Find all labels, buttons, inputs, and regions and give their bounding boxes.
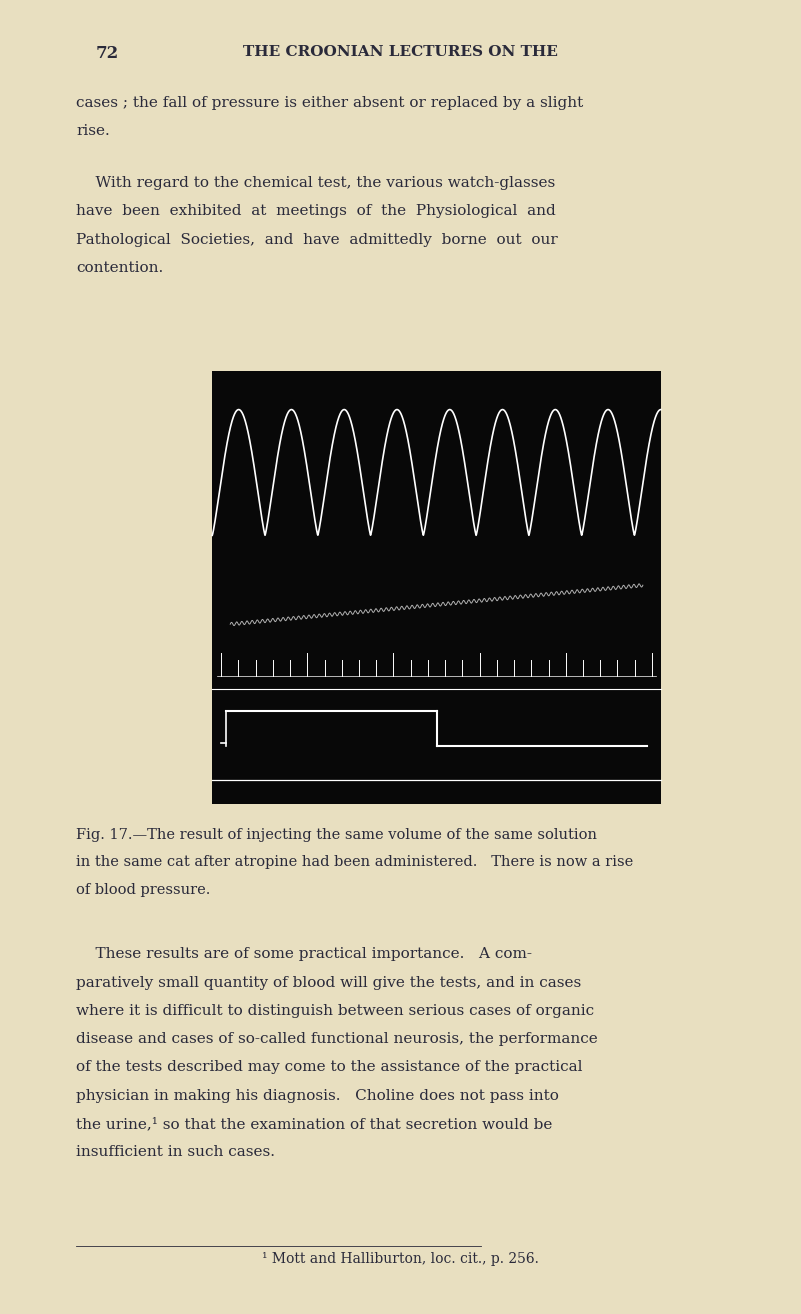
Text: Fig. 17.—The result of injecting the same volume of the same solution: Fig. 17.—The result of injecting the sam… <box>76 828 597 842</box>
Text: physician in making his diagnosis.   Choline does not pass into: physician in making his diagnosis. Choli… <box>76 1088 559 1102</box>
Text: have  been  exhibited  at  meetings  of  the  Physiological  and: have been exhibited at meetings of the P… <box>76 205 556 218</box>
Text: These results are of some practical importance.   A com-: These results are of some practical impo… <box>76 947 532 962</box>
Text: Pathological  Societies,  and  have  admittedly  borne  out  our: Pathological Societies, and have admitte… <box>76 233 557 247</box>
Text: With regard to the chemical test, the various watch-glasses: With regard to the chemical test, the va… <box>76 176 555 191</box>
Text: contention.: contention. <box>76 260 163 275</box>
Text: paratively small quantity of blood will give the tests, and in cases: paratively small quantity of blood will … <box>76 975 582 989</box>
Text: insufficient in such cases.: insufficient in such cases. <box>76 1146 275 1159</box>
Text: in the same cat after atropine had been administered.   There is now a rise: in the same cat after atropine had been … <box>76 855 634 870</box>
Text: of blood pressure.: of blood pressure. <box>76 883 211 897</box>
Bar <box>212 371 661 804</box>
Text: rise.: rise. <box>76 125 110 138</box>
Text: THE CROONIAN LECTURES ON THE: THE CROONIAN LECTURES ON THE <box>243 45 558 59</box>
Text: 72: 72 <box>96 45 119 62</box>
Text: ¹ Mott and Halliburton, loc. cit., p. 256.: ¹ Mott and Halliburton, loc. cit., p. 25… <box>262 1252 539 1267</box>
Text: disease and cases of so-called functional neurosis, the performance: disease and cases of so-called functiona… <box>76 1033 598 1046</box>
Text: the urine,¹ so that the examination of that secretion would be: the urine,¹ so that the examination of t… <box>76 1117 553 1131</box>
Text: cases ; the fall of pressure is either absent or replaced by a slight: cases ; the fall of pressure is either a… <box>76 96 583 110</box>
Text: of the tests described may come to the assistance of the practical: of the tests described may come to the a… <box>76 1060 582 1075</box>
Text: where it is difficult to distinguish between serious cases of organic: where it is difficult to distinguish bet… <box>76 1004 594 1018</box>
